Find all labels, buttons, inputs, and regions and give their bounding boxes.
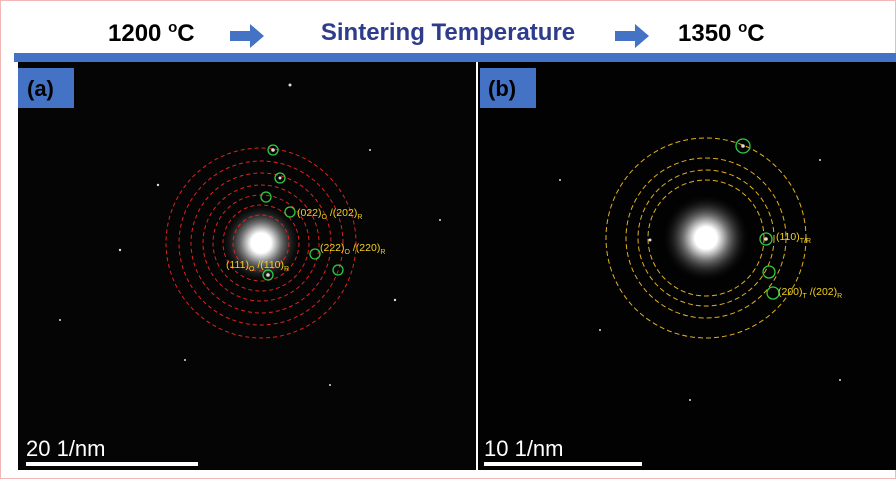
unit: C <box>177 20 194 47</box>
scale-bar-label: 10 1/nm <box>484 436 564 461</box>
scale-bar <box>484 462 642 466</box>
scale-bar <box>26 462 198 466</box>
header-rule <box>14 53 896 62</box>
degree: o <box>738 19 747 36</box>
phase: R <box>837 293 842 300</box>
number: 1350 <box>678 20 738 47</box>
phase: R <box>380 249 385 256</box>
panel-label: (a) <box>27 76 54 101</box>
plane-label: (022)O /(202)R <box>297 207 362 221</box>
index: (111) <box>226 259 249 271</box>
plane-label: (200)T /(202)R <box>778 286 842 300</box>
index: (222) <box>320 242 345 254</box>
temp-right: 1350 oC <box>678 19 765 47</box>
unit: C <box>747 20 764 47</box>
temp-left: 1200 oC <box>108 19 195 47</box>
header-title: Sintering Temperature <box>321 19 575 46</box>
scale-bar-label: 20 1/nm <box>26 436 106 461</box>
figure: 1200 oC Sintering Temperature 1350 oC (a… <box>0 0 896 479</box>
index: /(110) <box>254 259 284 271</box>
phase: R <box>284 266 289 273</box>
index: /(220) <box>350 242 380 254</box>
index: (200) <box>778 286 803 298</box>
index: /(202) <box>327 207 357 219</box>
number: 1200 <box>108 20 168 47</box>
plane-label: (222)O /(220)R <box>320 242 385 256</box>
degree: o <box>168 19 177 36</box>
phase: T/R <box>800 238 811 245</box>
index: /(202) <box>807 286 837 298</box>
panel-label: (b) <box>488 76 516 101</box>
phase: R <box>357 214 362 221</box>
central-beam <box>662 194 750 282</box>
plane-label: (111)O /(110)R <box>226 259 289 273</box>
index: (022) <box>297 207 322 219</box>
index: (110) <box>776 231 800 243</box>
